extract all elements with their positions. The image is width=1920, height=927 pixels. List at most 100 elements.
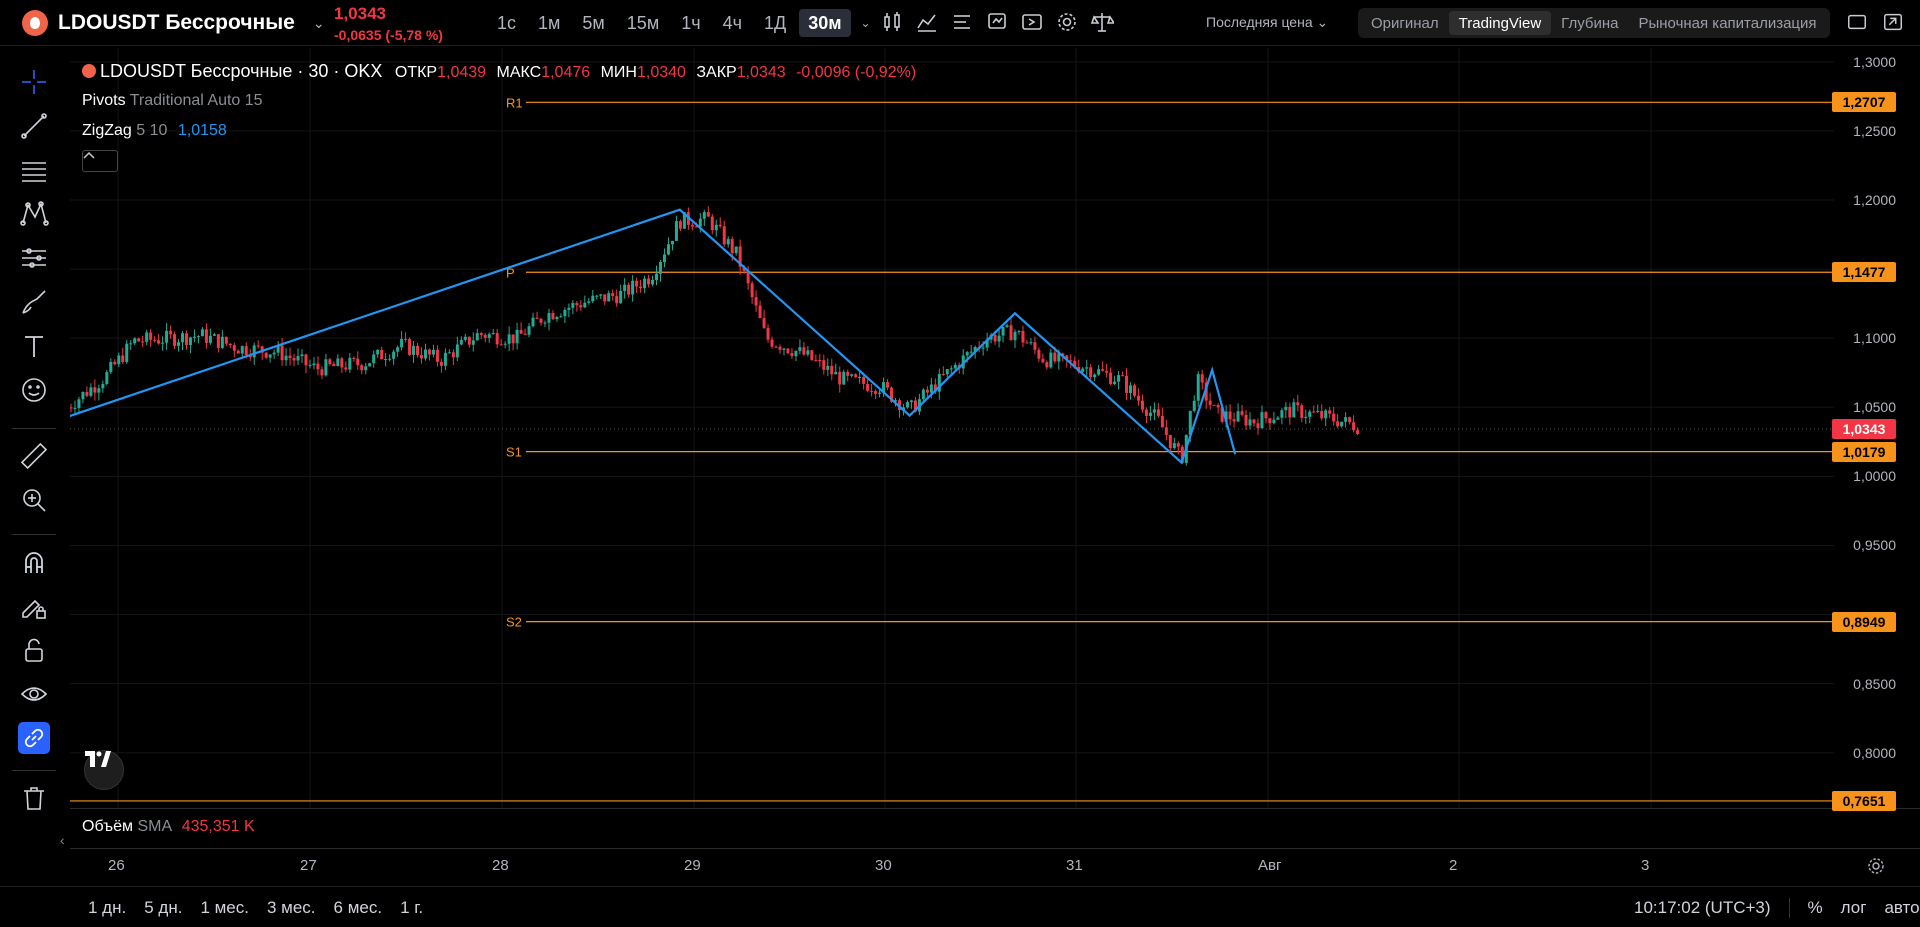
candle-body xyxy=(1308,411,1312,417)
fib-tool[interactable] xyxy=(18,154,50,186)
candles-icon[interactable] xyxy=(880,10,904,34)
candle-body xyxy=(483,334,487,338)
timeframe-dropdown-icon[interactable]: ⌄ xyxy=(860,16,871,30)
lock-drawing-icon[interactable] xyxy=(18,590,50,622)
trendline-tool[interactable] xyxy=(18,110,50,142)
range-button-4[interactable]: 6 мес. xyxy=(333,898,383,917)
replay-icon[interactable] xyxy=(1020,10,1044,34)
compare-icon[interactable] xyxy=(1090,10,1114,34)
templates-icon[interactable] xyxy=(950,10,974,34)
pane-separator[interactable] xyxy=(70,808,1920,809)
pivot-label-S2: S2 xyxy=(506,615,522,630)
time-tick: Авг xyxy=(1258,857,1282,874)
pivots-legend[interactable]: Pivots Traditional Auto 15 xyxy=(82,92,263,110)
layout-icon[interactable] xyxy=(1846,11,1868,33)
brush-tool[interactable] xyxy=(18,286,50,318)
legend-close-label: ЗАКР xyxy=(696,64,737,81)
ruler-tool[interactable] xyxy=(18,440,50,472)
gear-icon[interactable] xyxy=(1055,10,1079,34)
candle-body xyxy=(722,226,726,245)
zigzag-legend[interactable]: ZigZag 5 10 1,0158 xyxy=(82,122,227,140)
candle-body xyxy=(949,368,953,370)
range-button-2[interactable]: 1 мес. xyxy=(200,898,249,917)
view-tab-1[interactable]: TradingView xyxy=(1448,11,1552,35)
candle-body xyxy=(1148,412,1152,416)
text-tool[interactable] xyxy=(18,330,50,362)
volume-legend[interactable]: Объём SMA 435,351 K xyxy=(82,818,255,836)
candle-body xyxy=(913,400,917,412)
price-tick: 1,0500 xyxy=(1853,399,1896,416)
price-source-select[interactable]: Последняя цена ⌄ xyxy=(1206,14,1328,31)
range-button-3[interactable]: 3 мес. xyxy=(266,898,316,917)
timeframe-1[interactable]: 1м xyxy=(538,12,561,33)
forecast-tool[interactable] xyxy=(18,242,50,274)
pattern-tool[interactable] xyxy=(18,198,50,230)
collapse-toolbar-icon[interactable]: ‹ xyxy=(60,832,65,848)
chart-pane[interactable]: R1 P S1 S2 LDOUSDT Бессрочные · 30 · OKX ОТ… xyxy=(70,48,1834,835)
link-icon[interactable] xyxy=(18,722,50,754)
candle-body xyxy=(471,340,475,345)
candle-body xyxy=(651,279,655,285)
candle-body xyxy=(1117,375,1121,382)
candle-body xyxy=(1192,400,1196,411)
price-scale[interactable]: 1,3000 1,2500 1,2000 1,1000 1,0500 1,0000 0,95… xyxy=(1832,48,1920,811)
candle-body xyxy=(858,376,862,378)
tradingview-logo[interactable] xyxy=(84,750,124,790)
candle-body xyxy=(786,348,790,354)
price-chart[interactable]: R1 P S1 S2 xyxy=(70,48,1834,808)
candle-body xyxy=(623,284,627,291)
candle-body xyxy=(937,373,941,392)
range-button-1[interactable]: 5 дн. xyxy=(144,898,183,917)
fullscreen-icon[interactable] xyxy=(1882,11,1904,33)
range-button-5[interactable]: 1 г. xyxy=(400,898,424,917)
timeframe-5[interactable]: 4ч xyxy=(722,12,742,33)
eye-icon[interactable] xyxy=(18,678,50,710)
timeframe-7[interactable]: 30м xyxy=(799,9,851,37)
pivot-price-label: 1,1477 xyxy=(1832,262,1896,283)
candle-body xyxy=(463,336,467,340)
timeframe-0[interactable]: 1с xyxy=(497,12,517,33)
time-axis[interactable]: 26 27 28 29 30 31 Авг 2 3 xyxy=(70,850,1920,880)
percent-scale-button[interactable]: % xyxy=(1807,898,1823,917)
view-tab-2[interactable]: Глубина xyxy=(1561,14,1619,32)
candle-body xyxy=(1272,419,1276,424)
candle-body xyxy=(714,224,718,231)
candle-body xyxy=(169,330,173,335)
magnet-icon[interactable] xyxy=(18,546,50,578)
candle-body xyxy=(511,334,515,344)
candle-body xyxy=(192,336,196,338)
candle-body xyxy=(758,305,762,319)
timeframe-6[interactable]: 1Д xyxy=(763,12,787,33)
volume-pane-separator xyxy=(70,848,1920,849)
zoom-tool[interactable] xyxy=(18,484,50,516)
collapse-legend-button[interactable] xyxy=(82,150,118,172)
candle-body xyxy=(89,387,93,396)
symbol-selector[interactable]: LDOUSDT Бессрочные ⌄ xyxy=(22,10,325,36)
candle-body xyxy=(184,333,188,345)
candle-body xyxy=(1017,330,1021,332)
candle-body xyxy=(348,357,352,370)
candle-body xyxy=(1216,405,1220,408)
candle-body xyxy=(591,295,595,302)
axis-settings-icon[interactable] xyxy=(1866,856,1886,881)
indicators-icon[interactable] xyxy=(915,10,939,34)
candle-body xyxy=(1312,411,1316,413)
candle-body xyxy=(304,354,308,366)
trash-icon[interactable] xyxy=(18,782,50,814)
candle-body xyxy=(655,273,659,280)
timeframe-2[interactable]: 5м xyxy=(582,12,605,33)
alert-icon[interactable] xyxy=(985,10,1009,34)
view-tab-3[interactable]: Рыночная капитализация xyxy=(1638,14,1817,32)
log-scale-button[interactable]: лог xyxy=(1840,898,1867,917)
auto-scale-button[interactable]: авто xyxy=(1884,898,1920,917)
view-tab-0[interactable]: Оригинал xyxy=(1371,14,1439,32)
candle-body xyxy=(746,270,750,284)
timeframe-3[interactable]: 15м xyxy=(626,12,660,33)
crosshair-tool[interactable] xyxy=(18,66,50,98)
timeframe-4[interactable]: 1ч xyxy=(681,12,701,33)
range-button-0[interactable]: 1 дн. xyxy=(88,898,127,917)
emoji-tool[interactable] xyxy=(18,374,50,406)
candle-body xyxy=(503,343,507,345)
unlock-icon[interactable] xyxy=(18,634,50,666)
chevron-down-icon[interactable]: ⌄ xyxy=(312,14,325,31)
